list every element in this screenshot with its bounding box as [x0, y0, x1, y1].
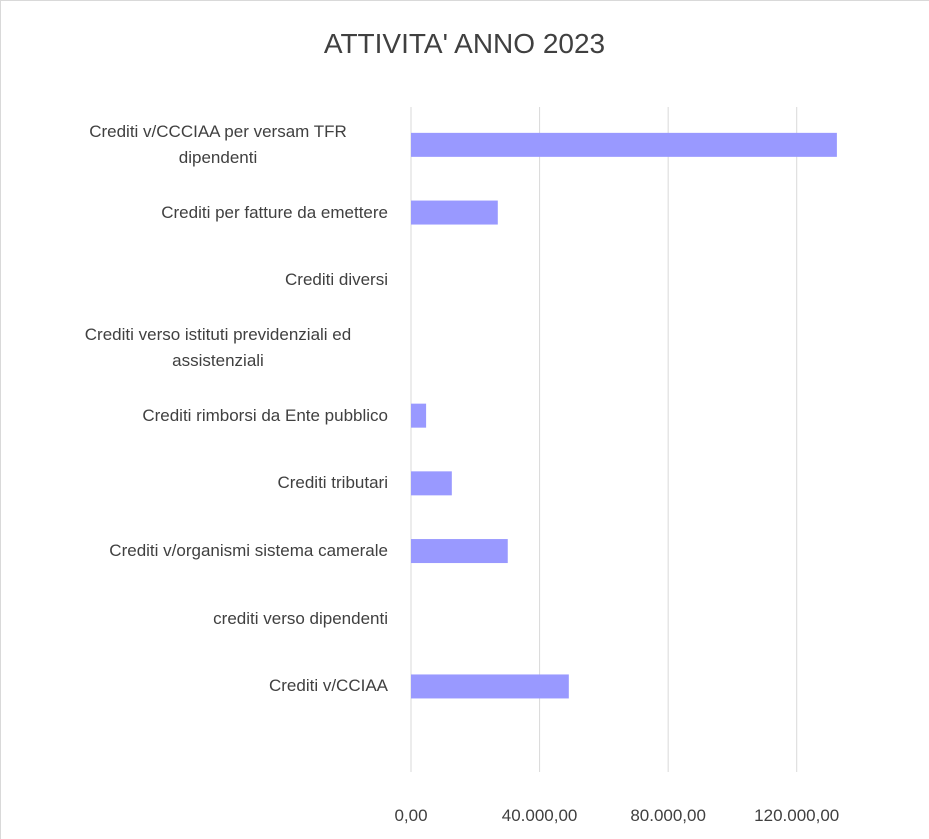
y-tick-label: Crediti rimborsi da Ente pubblico [142, 405, 388, 425]
bar [411, 200, 498, 225]
bar [411, 471, 452, 496]
chart-title: ATTIVITA' ANNO 2023 [323, 28, 606, 59]
y-tick-label: crediti verso dipendenti [213, 608, 388, 628]
y-tick-label: Crediti diversi [285, 270, 388, 290]
x-tick-label: 0,00 [394, 806, 428, 825]
bar [411, 539, 508, 564]
x-tick-label: 80.000,00 [630, 806, 706, 825]
bar [411, 132, 837, 157]
y-tick-label: Crediti per fatture da emettere [161, 202, 388, 222]
bar [411, 403, 427, 428]
y-tick-label: Crediti tributari [277, 473, 388, 493]
y-tick-label: Crediti verso istituti previdenziali ed … [84, 324, 352, 370]
x-tick-label: 40.000,00 [501, 806, 578, 825]
y-tick-label: Crediti v/CCCIAA per versam TFR dipenden… [89, 121, 347, 167]
y-tick-label: Crediti v/organismi sistema camerale [109, 541, 388, 561]
bar [411, 674, 569, 699]
x-tick-label: 120.000,00 [754, 806, 840, 825]
y-tick-label: Crediti v/CCIAA [268, 676, 388, 696]
